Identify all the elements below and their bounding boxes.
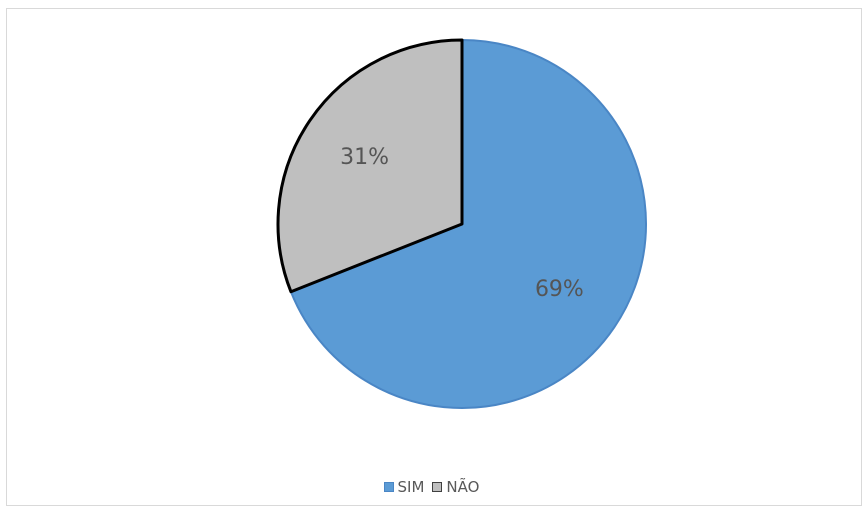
pie-slice-sim: [289, 39, 647, 409]
pie-data-labels: 69% 31%: [340, 145, 584, 302]
legend-label-nao: NÃO: [446, 478, 480, 496]
legend-item-nao: NÃO: [432, 478, 479, 496]
legend-swatch-nao: [432, 482, 443, 492]
pie-slices: [276, 38, 647, 409]
data-label-sim: 69%: [535, 277, 584, 302]
pie-slice-nao: [276, 38, 464, 294]
legend-swatch-sim: [383, 482, 394, 492]
legend: SIM NÃO: [0, 476, 863, 498]
legend-item-sim: SIM: [383, 478, 425, 496]
legend-label-sim: SIM: [397, 478, 425, 496]
data-label-nao: 31%: [340, 145, 389, 170]
